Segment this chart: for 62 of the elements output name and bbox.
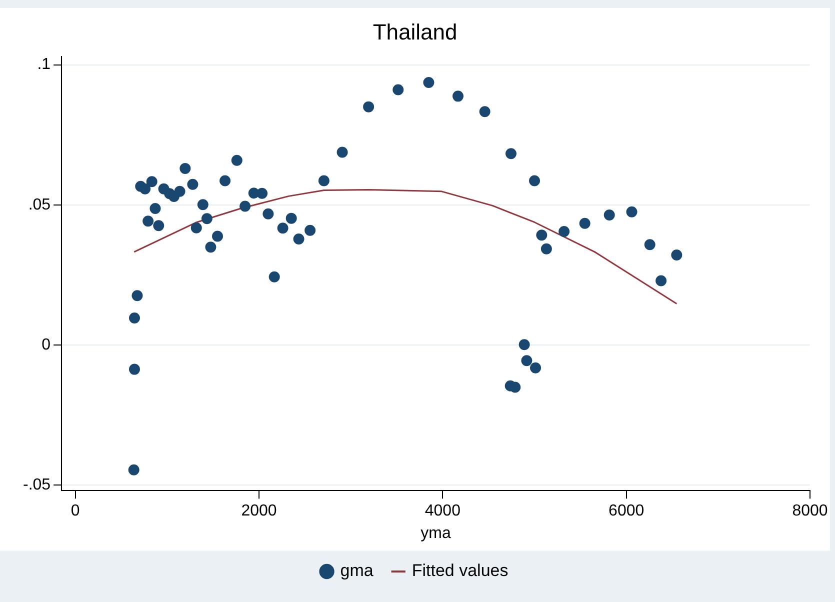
point [220,175,231,186]
y-tick-label: .05 [28,196,51,214]
point [212,230,223,242]
y-tick-label: 0 [42,336,51,354]
point [452,90,464,102]
point [521,355,532,366]
point [146,176,158,188]
point [479,106,490,118]
point [644,239,656,250]
point [197,199,208,210]
point [187,178,198,190]
x-tick-label: 4000 [424,502,461,520]
point [128,464,140,476]
point [153,220,164,232]
point [318,175,330,186]
point [128,364,140,375]
point [363,101,374,112]
x-axis-title: yma [420,524,451,542]
point [256,188,268,199]
point [150,203,161,214]
x-tick-label: 0 [70,502,80,520]
legend-label: Fitted values [412,561,508,580]
point [604,209,615,220]
point [510,382,521,393]
point [205,242,216,253]
point [529,175,540,186]
point [286,212,297,224]
point [505,148,516,160]
point [293,234,304,245]
point [536,230,548,241]
point [142,216,154,227]
x-tick-label: 6000 [608,502,644,520]
point [530,362,542,374]
point [262,208,274,220]
point [277,222,288,234]
point [268,271,280,282]
point [392,84,404,96]
point [518,339,530,350]
point [671,250,682,261]
point [140,183,151,194]
point [180,162,191,174]
point [336,146,348,158]
y-tick-label: .1 [37,56,51,74]
point [304,224,316,236]
point [231,154,242,166]
point [132,290,143,302]
point [128,312,140,324]
x-tick-label: 2000 [241,502,277,520]
point [240,200,251,212]
x-tick-label: 8000 [792,502,828,520]
legend-label: gma [340,561,374,580]
point [540,243,552,254]
point [579,218,590,229]
point [190,222,202,234]
point [626,206,638,218]
y-tick-label: -.05 [22,476,51,494]
point [174,186,186,197]
point [201,213,212,224]
point [423,76,434,88]
point [656,275,667,286]
point [558,226,570,237]
chart-title: Thailand [372,19,458,44]
